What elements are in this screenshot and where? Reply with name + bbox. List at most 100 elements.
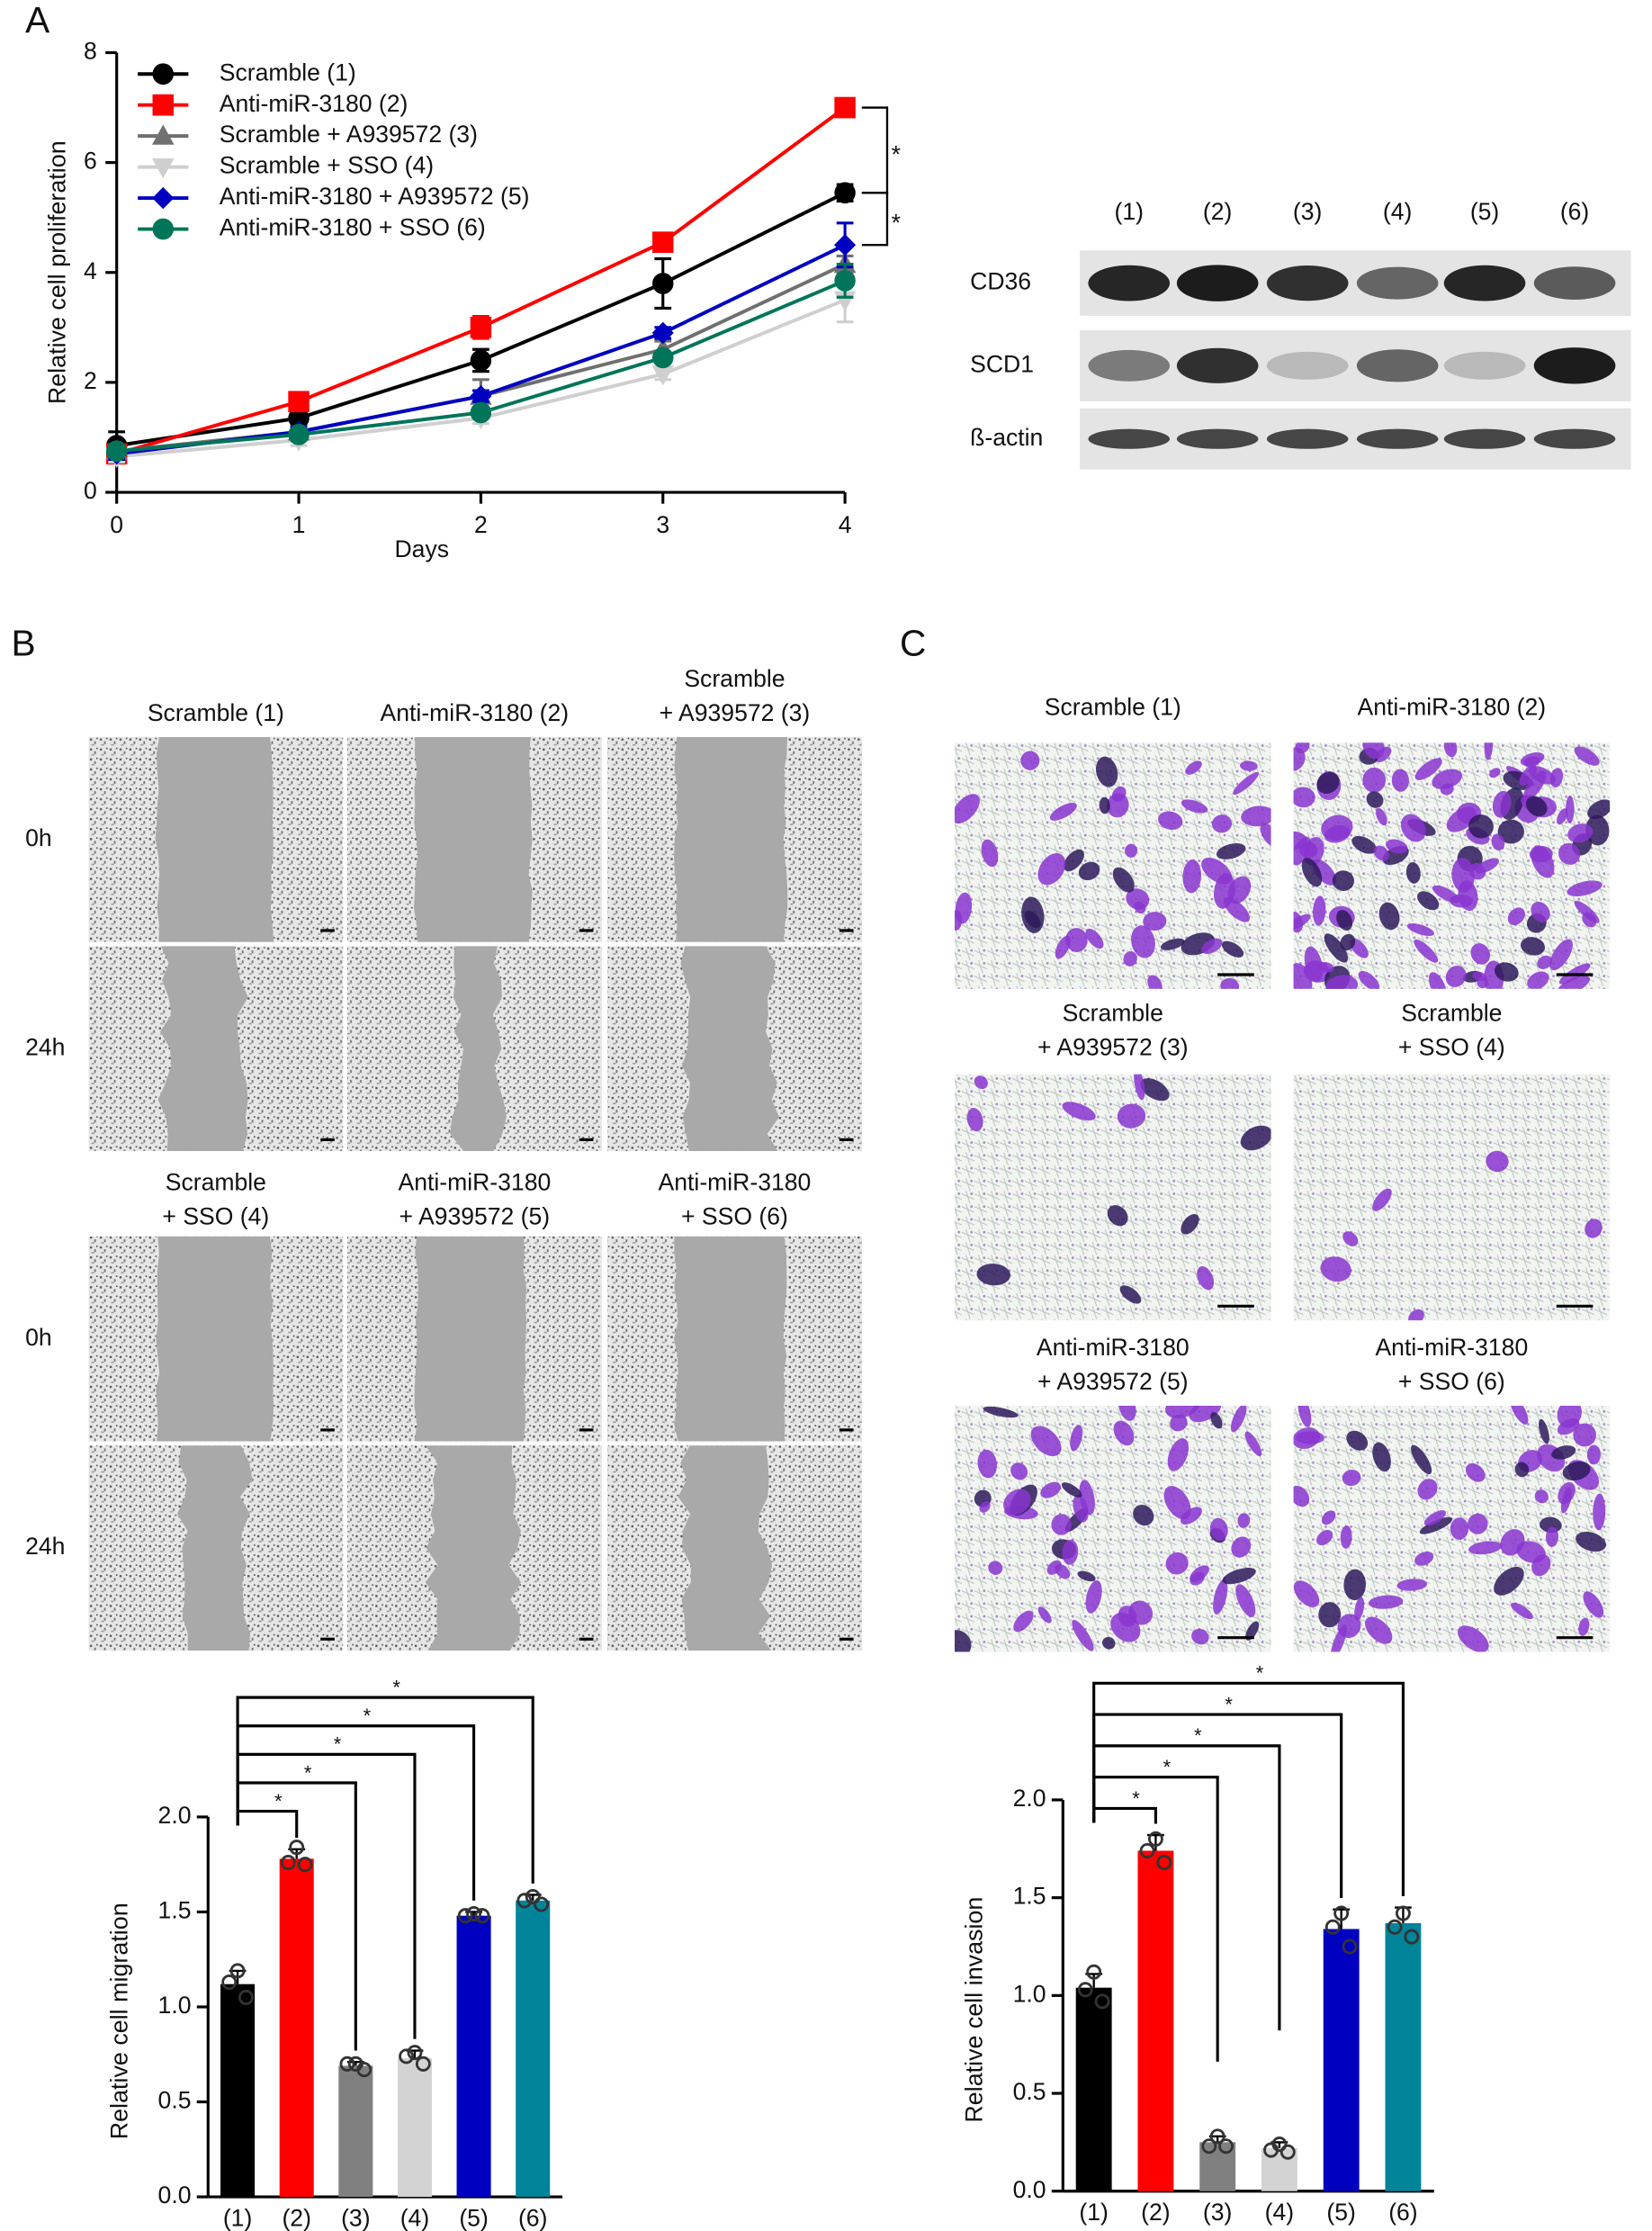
data-point bbox=[229, 1963, 246, 1979]
stained-cell bbox=[1386, 839, 1408, 854]
data-point bbox=[1395, 1905, 1411, 1921]
image-title: Scramble bbox=[684, 665, 785, 692]
stained-cell bbox=[1293, 963, 1313, 989]
x-tick-label: 4 bbox=[839, 511, 852, 538]
blot-band bbox=[1443, 428, 1526, 449]
stained-cell bbox=[1358, 970, 1380, 989]
stained-cell bbox=[1549, 939, 1573, 971]
stained-cell bbox=[966, 1108, 983, 1132]
panel-label: C bbox=[900, 622, 926, 663]
stained-cell bbox=[1467, 1513, 1488, 1534]
stained-cell bbox=[1406, 923, 1435, 936]
stained-cell bbox=[1160, 938, 1185, 950]
data-point bbox=[457, 1908, 473, 1924]
stained-cell bbox=[1318, 1602, 1342, 1628]
blot-band bbox=[1176, 347, 1259, 383]
panel-label: A bbox=[25, 0, 50, 40]
stained-cell bbox=[1167, 1438, 1190, 1471]
stained-cell bbox=[1072, 1619, 1094, 1651]
stained-cell bbox=[1337, 1614, 1361, 1639]
blot-band bbox=[1176, 265, 1259, 301]
stained-cell bbox=[1468, 862, 1486, 880]
cells bbox=[1320, 1150, 1603, 1321]
stained-cell bbox=[1316, 1529, 1333, 1546]
data-point bbox=[1404, 1929, 1420, 1945]
bar bbox=[397, 2057, 432, 2198]
stained-cell bbox=[1549, 768, 1564, 788]
stained-cell bbox=[1213, 1579, 1228, 1615]
blot-row-label: CD36 bbox=[970, 268, 1031, 295]
data-point bbox=[280, 1855, 296, 1871]
blot-row-label: SCD1 bbox=[970, 350, 1034, 377]
stained-cell bbox=[955, 892, 973, 924]
y-tick-label: 1.5 bbox=[158, 1896, 192, 1923]
stained-cell bbox=[1077, 1570, 1096, 1582]
data-point bbox=[238, 1989, 254, 2005]
marker bbox=[834, 96, 856, 119]
stained-cell bbox=[1340, 933, 1356, 951]
significance-label: * bbox=[1132, 1787, 1140, 1810]
stained-cell bbox=[1373, 845, 1389, 861]
marker bbox=[152, 94, 174, 116]
image-title: Anti-miR-3180 bbox=[1375, 1334, 1528, 1361]
data-point bbox=[1209, 2128, 1226, 2145]
stained-cell bbox=[1245, 1621, 1260, 1641]
lane-label: (6) bbox=[1560, 198, 1589, 225]
stained-cell bbox=[1576, 1531, 1606, 1552]
stained-cell bbox=[1095, 756, 1118, 787]
stained-cell bbox=[1185, 760, 1202, 775]
stained-cell bbox=[1244, 1431, 1262, 1457]
stained-cell bbox=[1107, 1205, 1128, 1227]
data-point bbox=[1201, 2138, 1217, 2155]
stained-cell bbox=[1190, 1565, 1209, 1582]
significance-label: * bbox=[334, 1733, 342, 1756]
image-title: Scramble bbox=[1401, 999, 1502, 1026]
significance-label: * bbox=[1256, 1662, 1264, 1685]
data-point bbox=[1139, 1842, 1155, 1859]
wound-gap bbox=[678, 1445, 773, 1651]
stained-cell bbox=[1324, 933, 1349, 963]
stained-cell bbox=[1325, 975, 1359, 989]
image-title: Scramble (1) bbox=[1045, 693, 1181, 720]
stained-cell bbox=[976, 1264, 1011, 1286]
x-tick-label: (4) bbox=[1265, 2199, 1294, 2226]
y-tick-label: 1.5 bbox=[1013, 1883, 1046, 1910]
stained-cell bbox=[1055, 1563, 1071, 1579]
stained-cell bbox=[1567, 823, 1594, 843]
stained-cell bbox=[1119, 1285, 1142, 1304]
stained-cell bbox=[1396, 1579, 1428, 1591]
significance-bracket bbox=[236, 1752, 417, 2039]
stained-cell bbox=[1107, 793, 1129, 818]
significance-bracket bbox=[236, 1810, 299, 1839]
marker bbox=[152, 63, 174, 85]
significance-bracket bbox=[236, 1696, 534, 1884]
significance-label: * bbox=[1163, 1756, 1172, 1778]
stained-cell bbox=[1313, 895, 1326, 926]
stained-cell bbox=[1443, 742, 1458, 758]
stained-cell bbox=[1321, 1510, 1336, 1525]
stained-cell bbox=[1432, 769, 1462, 789]
blot-row-label: ß-actin bbox=[970, 424, 1043, 451]
blot-band bbox=[1088, 428, 1171, 449]
y-axis-label: Relative cell migration bbox=[106, 1903, 133, 2139]
data-point bbox=[516, 1893, 533, 1909]
stained-cell bbox=[1062, 1539, 1079, 1565]
stained-cell bbox=[1293, 787, 1315, 808]
stained-cell bbox=[1293, 1427, 1321, 1449]
image-title: Scramble (1) bbox=[148, 699, 284, 726]
x-tick-label: (1) bbox=[223, 2204, 252, 2231]
significance-label: * bbox=[1194, 1724, 1202, 1747]
stained-cell bbox=[1539, 1418, 1549, 1444]
stained-cell bbox=[1079, 1480, 1095, 1516]
stained-cell bbox=[1324, 824, 1351, 843]
blot-band bbox=[1176, 428, 1259, 449]
stained-cell bbox=[1316, 771, 1340, 795]
image-title: + A939572 (5) bbox=[1037, 1368, 1189, 1395]
stained-cell bbox=[977, 1449, 998, 1479]
wound-gap bbox=[674, 736, 788, 942]
bar bbox=[338, 2065, 373, 2198]
stained-cell bbox=[1181, 1214, 1199, 1235]
stained-cell bbox=[1163, 1486, 1191, 1520]
stained-cell bbox=[1037, 853, 1066, 886]
data-point bbox=[466, 1906, 482, 1922]
